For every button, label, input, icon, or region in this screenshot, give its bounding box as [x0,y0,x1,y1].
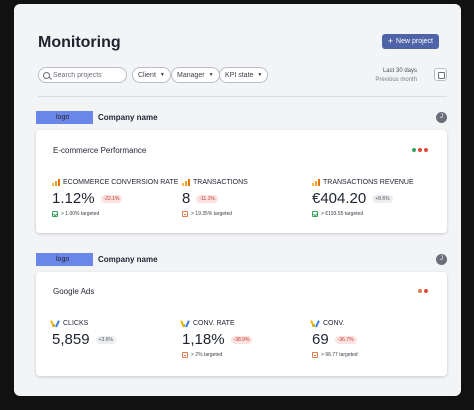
status-dot [424,148,428,152]
delta-badge: -11.1% [196,194,218,203]
metric-clicks: CLICKS 5,859 +3.6% [52,320,182,348]
company-name: Company name [98,112,158,122]
delta-badge: +3.6% [95,335,116,344]
metric-value: 5,859 [52,331,90,348]
warning-icon [182,352,188,358]
check-icon [52,211,58,217]
metric-value: €404.20 [312,190,367,207]
search-input[interactable] [53,71,123,79]
metric-value: 69 [312,331,329,348]
metric-transactions-revenue: TRANSACTIONS REVENUE €404.20 +8.6% > €193… [312,179,442,217]
metric-label: CONV. RATE [193,320,235,327]
search-icon [43,71,50,79]
status-dot [418,289,422,293]
google-ads-icon [312,320,320,327]
delta-badge: -38.9% [230,335,253,344]
divider [38,96,447,97]
target-text: > 19.35% targeted [191,211,233,217]
card-title: Google Ads [53,287,95,296]
target-text: > 96.77 targeted [321,352,358,358]
google-ads-icon [182,320,190,327]
status-dots [412,148,428,152]
avatar[interactable]: J [436,111,447,123]
period-sub: Previous month [375,77,417,83]
company-header: logo Company name J [36,110,447,124]
target-text: > €193.55 targeted [321,211,364,217]
status-dot [412,148,416,152]
chevron-down-icon: ▼ [208,72,214,78]
client-filter[interactable]: Client ▼ [132,67,171,83]
avatar[interactable]: J [436,253,447,265]
metric-label: ECOMMERCE CONVERSION RATE [63,179,179,186]
kpi-state-filter-label: KPI state [225,71,254,79]
chevron-down-icon: ▼ [159,72,165,78]
target-text: > 1.00% targeted [61,211,100,217]
google-analytics-icon [52,179,60,186]
metric-label: CLICKS [63,320,89,327]
metric-label: CONV. [323,320,345,327]
metric-transactions: TRANSACTIONS 8 -11.1% > 19.35% targeted [182,179,312,217]
monitoring-window: Monitoring + New project Client ▼ Manage… [14,4,461,396]
google-analytics-icon [312,179,320,186]
manager-filter-label: Manager [177,71,205,79]
manager-filter[interactable]: Manager ▼ [171,67,220,83]
status-dot [424,289,428,293]
period-selector[interactable]: Last 30 days Previous month [375,67,417,85]
card-title: E-commerce Performance [53,146,147,155]
client-filter-label: Client [138,71,156,79]
page-title: Monitoring [38,34,121,51]
status-dots [418,289,428,293]
new-project-label: New project [396,38,433,45]
metric-value: 1,18% [182,331,225,348]
kpi-state-filter[interactable]: KPI state ▼ [219,67,269,83]
metric-value: 1.12% [52,190,95,207]
period-main: Last 30 days [382,68,417,74]
metric-label: TRANSACTIONS REVENUE [323,179,414,186]
warning-icon [182,211,188,217]
metric-ecommerce-conversion-rate: ECOMMERCE CONVERSION RATE 1.12% -22.1% > … [52,179,182,217]
plus-icon: + [387,36,394,46]
chevron-down-icon: ▼ [257,72,263,78]
company-logo: logo [36,110,93,124]
delta-badge: +8.6% [372,194,393,203]
new-project-button[interactable]: + New project [381,34,439,49]
company-name: Company name [98,254,158,264]
google-analytics-icon [182,179,190,186]
google-ads-icon [52,320,60,327]
project-card-google-ads[interactable]: Google Ads CLICKS 5,859 +3.6% CONV. RATE … [36,272,447,376]
delta-badge: -22.1% [100,194,123,203]
metric-label: TRANSACTIONS [193,179,248,186]
check-icon [312,211,318,217]
metric-conv-rate: CONV. RATE 1,18% -38.9% > 2% targeted [182,320,312,358]
target-text: > 2% targeted [191,352,223,358]
status-dot [418,148,422,152]
metric-value: 8 [182,190,191,207]
company-logo: logo [36,252,93,266]
warning-icon [312,352,318,358]
metric-conv: CONV. 69 -36.7% > 96.77 targeted [312,320,442,358]
company-header: logo Company name J [36,252,447,266]
calendar-icon[interactable] [434,68,447,81]
delta-badge: -36.7% [334,335,357,344]
search-box[interactable] [38,67,127,83]
project-card-ecommerce[interactable]: E-commerce Performance ECOMMERCE CONVERS… [36,130,447,233]
